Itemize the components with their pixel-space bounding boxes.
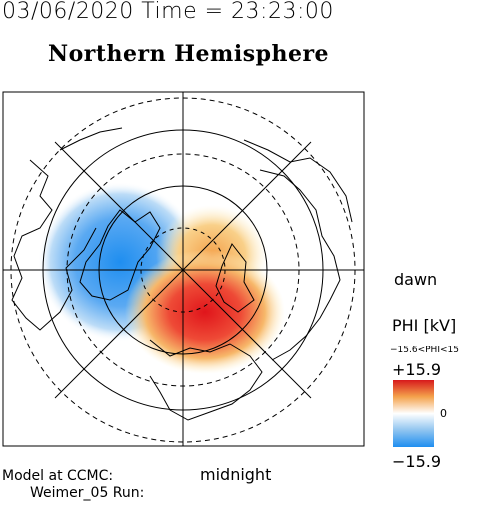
model-label-line2: Weimer_05 Run: [30, 485, 145, 501]
date-time-header: 03/06/2020 Time = 23:23:00 [2, 0, 334, 24]
colorbar-title: PHI [kV] [392, 316, 457, 335]
colorbar-max-label: +15.9 [392, 360, 442, 379]
label-dawn: dawn [394, 270, 438, 289]
coastlines [11, 127, 353, 421]
positive-potential-cell [125, 250, 285, 374]
label-midnight: midnight [200, 465, 272, 484]
colorbar [393, 380, 434, 447]
meridian-diagonal-2 [54, 141, 312, 399]
model-label-line1: Model at CCMC: [2, 468, 114, 484]
colorbar-range-text: −15.6<PHI<15 [390, 346, 459, 355]
colorbar-min-label: −15.9 [392, 452, 442, 471]
colorbar-zero-label: 0 [440, 407, 447, 420]
plot-title: Northern Hemisphere [48, 41, 330, 67]
